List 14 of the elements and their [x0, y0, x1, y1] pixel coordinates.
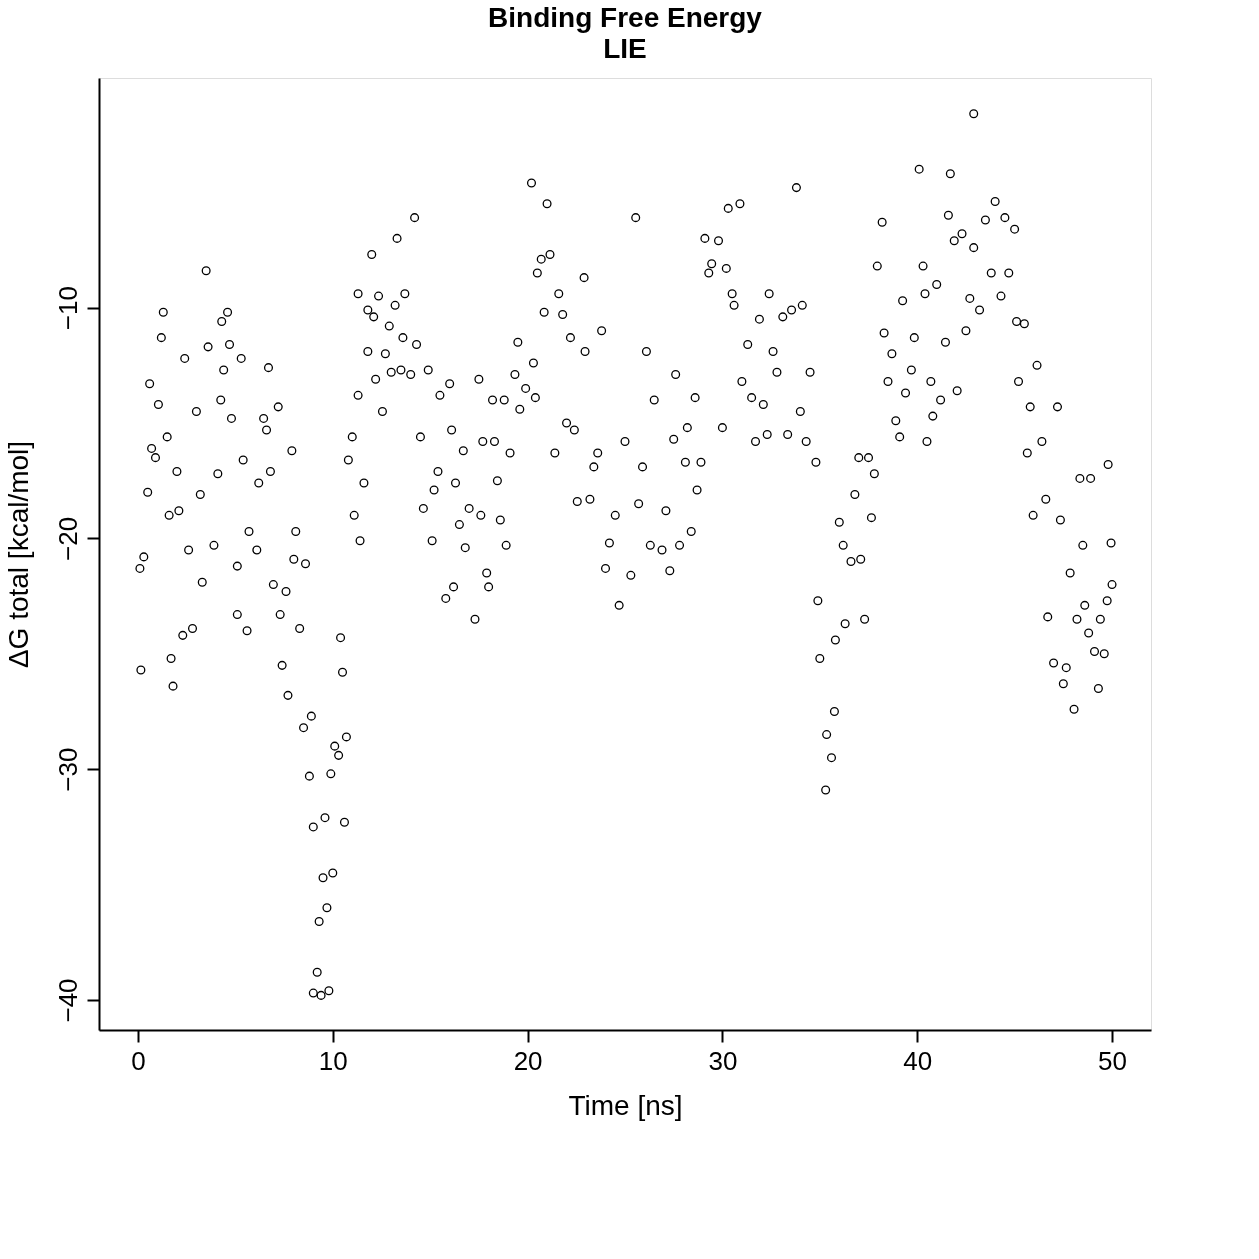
y-tick-label: −20 — [52, 516, 83, 561]
x-axis-title: Time [ns] — [568, 1089, 683, 1121]
y-tick-label: −40 — [52, 978, 83, 1023]
x-tick-label: 50 — [1098, 1045, 1127, 1076]
x-tick-label: 40 — [903, 1045, 933, 1076]
chart-title: Binding Free Energy — [488, 2, 763, 33]
y-tick-label: −10 — [52, 286, 83, 331]
y-axis-title: ΔG total [kcal/mol] — [2, 440, 34, 669]
chart-subtitle: LIE — [603, 33, 647, 64]
y-tick-label: −30 — [52, 747, 83, 792]
x-tick-label: 20 — [513, 1045, 543, 1076]
x-tick-label: 0 — [131, 1045, 146, 1076]
x-tick-label: 30 — [708, 1045, 738, 1076]
x-tick-label: 10 — [318, 1045, 348, 1076]
